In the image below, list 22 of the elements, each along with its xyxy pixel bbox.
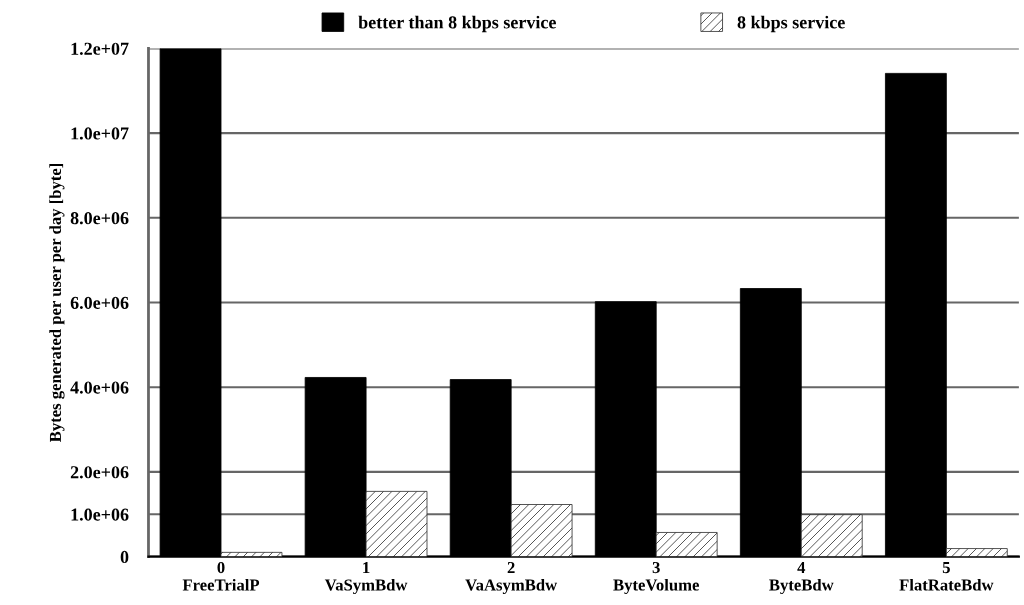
legend-label: 8 kbps service [737, 15, 845, 33]
y-tick-label: 1.2e+07 [71, 42, 129, 55]
y-tick-label: 0 [120, 550, 129, 564]
y-tick-label: 1.0e+06 [71, 508, 129, 521]
y-tick-label: 4.0e+06 [70, 381, 129, 394]
x-tick-label: 0 FreeTrialP [182, 561, 260, 591]
x-tick-label: 1 VaSymBdw [324, 562, 408, 595]
y-tick-label: 6.0e+06 [70, 296, 129, 310]
legend-label: better than 8 kbps service [358, 15, 556, 33]
bar [945, 548, 1008, 557]
x-tick-label: 5 FlatRateBdw [899, 562, 994, 591]
bar [365, 490, 428, 557]
bar [510, 504, 573, 557]
x-tick-label: 3 ByteVolume [613, 561, 699, 595]
y-axis-title: Bytes generated per user per day [byte] [49, 163, 65, 443]
x-tick-label: 2 VaAsymBdw [465, 561, 558, 595]
y-tick-label: 2.0e+06 [70, 466, 129, 479]
x-tick-label: 4 ByteBdw [769, 562, 834, 595]
y-tick-label: 1.0e+07 [71, 127, 129, 140]
bar [655, 532, 718, 557]
bar [800, 514, 863, 557]
y-tick-label: 8.0e+06 [70, 212, 129, 225]
